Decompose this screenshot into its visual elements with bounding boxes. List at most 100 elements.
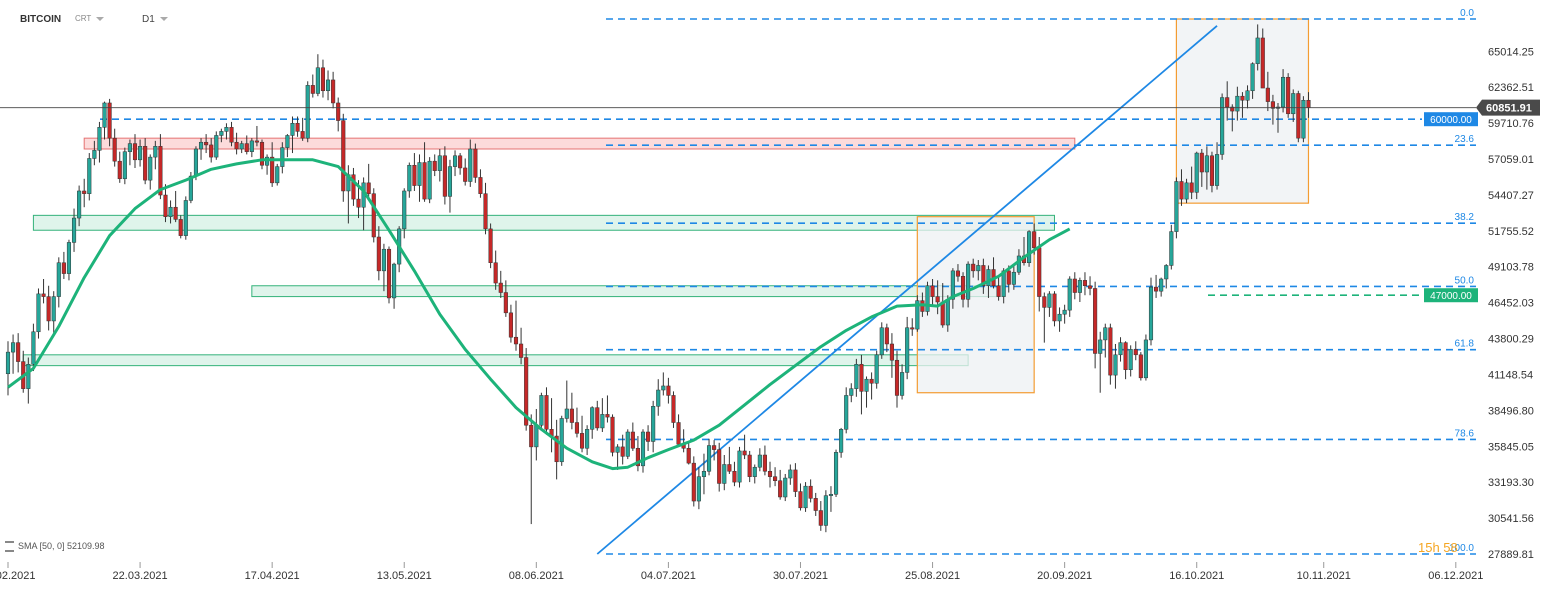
candle-up [752,466,757,477]
candle-down [574,422,580,434]
candle-down [1225,97,1230,108]
candle-up [640,431,646,467]
price-level-tag [1424,288,1478,303]
candle-up [249,140,254,152]
candle-up [828,494,834,496]
candle-down [132,143,138,161]
candle-down [1270,101,1275,109]
candle-up [900,372,905,396]
y-tick-label: 59710.76 [1488,118,1534,130]
candle-down [1123,342,1128,370]
candle-up [823,495,828,526]
candle-up [1235,95,1240,112]
candle-down [513,336,519,345]
candle-up [392,263,397,299]
candle-up [1220,97,1225,155]
y-axis: 65014.25 62362.51 59710.76 57059.01 54407.27… [1488,46,1534,561]
candle-up [290,123,295,136]
candle-down [1133,349,1138,356]
candle-down [371,193,376,238]
candle-up [122,151,127,180]
candle-up [280,147,285,167]
candle-down [1108,327,1113,376]
candle-up [168,206,173,217]
chart-type-selector[interactable]: CRT [75,14,105,23]
candle-up [138,146,143,161]
candle-up [874,354,879,384]
candle-down [635,447,640,467]
candle-up [783,477,788,498]
symbol-label[interactable]: BITCOIN [20,14,62,25]
candle-down [717,449,722,484]
candle-down [1240,95,1245,101]
candle-up [1148,286,1154,341]
candle-up [1118,342,1123,356]
candle-up [437,155,442,171]
y-tick-label: 46452.03 [1488,298,1534,310]
candle-down [366,182,371,194]
candle-down [544,395,549,430]
y-tick-label: 38496.80 [1488,405,1534,417]
candle-up [701,471,707,477]
candle-down [930,285,935,297]
candle-down [46,296,51,322]
candle-up [656,389,661,407]
x-tick-label: 17.04.2021 [245,570,300,582]
indicator-label: SMA [50, 0] 52109.98 [18,541,105,551]
candle-up [275,166,280,184]
candle-down [569,408,574,423]
candle-down [41,293,46,297]
candle-down [458,155,463,169]
candle-down [310,85,315,94]
chart-type-label: CRT [75,14,92,23]
candle-down [813,498,818,511]
candle-down [1082,280,1088,287]
candle-down [818,510,823,526]
candle-up [26,364,31,389]
price-level-tag [1424,112,1478,127]
candle-up [102,102,107,128]
candle-down [473,148,478,178]
indicator-legend[interactable]: SMA [50, 0] 52109.98 [5,541,105,553]
candle-up [854,364,859,389]
candle-up [427,160,432,200]
candle-down [1052,293,1057,322]
candle-down [808,485,813,499]
candle-down [686,447,691,464]
candle-down [595,407,600,429]
candle-up [945,299,950,326]
sma-layer [7,158,1071,471]
candle-up [864,378,869,392]
candle-down [488,228,493,263]
x-tick-label: 10.11.2021 [1297,570,1351,582]
candle-up [915,300,920,330]
candle-up [833,452,839,495]
candle-down [712,445,717,450]
price-level-label: 60000.00 [1430,115,1472,126]
candle-down [1093,288,1098,354]
candle-down [884,327,889,345]
candle-down [1154,286,1159,292]
candle-down [1138,354,1143,379]
timeframe-selector[interactable]: D1 [142,14,168,25]
candle-up [1062,309,1067,315]
fib-level-label: 0.0 [1460,8,1474,19]
candle-up [56,262,61,297]
candle-up [1098,339,1103,354]
candle-up [468,148,473,182]
candle-up [625,431,630,457]
candle-down [386,248,392,299]
candle-up [5,351,11,375]
candle-down [229,127,234,143]
support-resistance-zones [22,137,1076,367]
candle-up [127,143,132,152]
candle-down [747,454,752,477]
candle-down [767,471,773,477]
candle-down [666,385,671,396]
candle-up [534,424,539,448]
candle-up [31,331,36,365]
candle-up [77,190,82,219]
candle-down [351,174,356,200]
candle-up [1027,231,1032,263]
